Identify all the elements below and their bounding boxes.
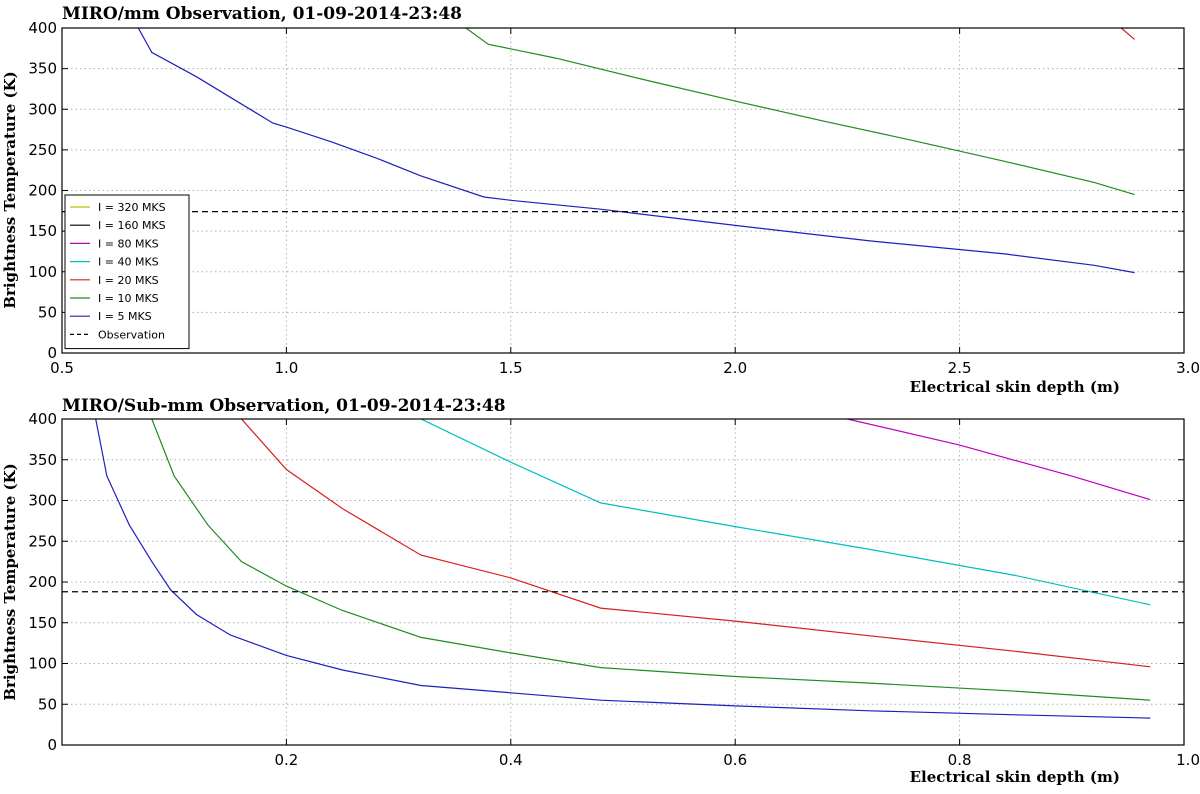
x-tick-label: 3.0 xyxy=(1176,359,1200,377)
y-tick-label: 400 xyxy=(28,410,57,428)
x-tick-label: 2.5 xyxy=(948,359,972,377)
top-chart-frame xyxy=(61,27,1185,354)
top-chart-ticks: 0.5 1.0 1.5 2.0 2.5 3.0 0 50 100 150 200 250 300 350 4… xyxy=(28,19,1200,377)
bottom-chart-ticks: 0.2 0.4 0.6 0.8 1.0 0 50 100 150 200 250 300 350 400 xyxy=(28,410,1200,769)
series-line xyxy=(136,28,1135,274)
y-tick-label: 0 xyxy=(47,736,57,754)
x-tick-label: 0.6 xyxy=(723,751,747,769)
y-tick-label: 300 xyxy=(28,492,57,510)
y-tick-label: 150 xyxy=(28,222,57,240)
bottom-chart-title: MIRO/Sub-mm Observation, 01-09-2014-23:4… xyxy=(62,396,506,416)
y-tick-label: 350 xyxy=(28,451,57,469)
y-tick-label: 350 xyxy=(28,60,57,78)
y-tick-label: 200 xyxy=(28,573,57,591)
top-chart-panel: MIRO/mm Observation, 01-09-2014-23:48 0.… xyxy=(1,4,1200,396)
series-line xyxy=(240,419,1151,668)
top-chart-title: MIRO/mm Observation, 01-09-2014-23:48 xyxy=(62,4,462,24)
legend-label: Observation xyxy=(98,328,165,341)
y-tick-label: 300 xyxy=(28,100,57,118)
y-tick-label: 150 xyxy=(28,614,57,632)
bottom-chart-grid xyxy=(62,419,1184,745)
series-line xyxy=(1119,28,1135,40)
top-chart-grid xyxy=(62,28,1184,353)
top-chart-xlabel: Electrical skin depth (m) xyxy=(910,378,1120,396)
x-tick-label: 1.0 xyxy=(1176,751,1200,769)
x-tick-label: 1.5 xyxy=(499,359,523,377)
x-tick-label: 0.8 xyxy=(948,751,972,769)
legend-label: I = 40 MKS xyxy=(98,256,159,269)
series-line xyxy=(845,419,1151,501)
top-chart-ylabel: Brightness Temperature (K) xyxy=(1,71,19,308)
bottom-chart-ylabel: Brightness Temperature (K) xyxy=(1,463,19,700)
series-line xyxy=(419,419,1151,606)
legend-label: I = 20 MKS xyxy=(98,274,159,287)
legend-box xyxy=(64,194,190,350)
y-tick-label: 0 xyxy=(47,344,57,362)
series-line xyxy=(151,419,1151,701)
bottom-chart-panel: MIRO/Sub-mm Observation, 01-09-2014-23:4… xyxy=(1,396,1200,786)
bottom-chart-xlabel: Electrical skin depth (m) xyxy=(910,768,1120,786)
y-tick-label: 250 xyxy=(28,141,57,159)
y-tick-label: 50 xyxy=(38,695,57,713)
x-tick-label: 2.0 xyxy=(723,359,747,377)
x-tick-label: 0.5 xyxy=(50,359,74,377)
series-line xyxy=(464,28,1135,196)
legend-label: I = 320 MKS xyxy=(98,201,166,214)
y-tick-label: 400 xyxy=(28,19,57,37)
legend-label: I = 80 MKS xyxy=(98,237,159,250)
x-tick-label: 0.2 xyxy=(274,751,298,769)
legend-label: I = 5 MKS xyxy=(98,310,152,323)
x-tick-label: 0.4 xyxy=(499,751,523,769)
legend-label: I = 160 MKS xyxy=(98,219,166,232)
top-chart-series xyxy=(62,28,1184,274)
y-tick-label: 100 xyxy=(28,263,57,281)
y-tick-label: 200 xyxy=(28,182,57,200)
bottom-chart-series xyxy=(62,419,1184,719)
x-tick-label: 1.0 xyxy=(274,359,298,377)
legend-label: I = 10 MKS xyxy=(98,292,159,305)
series-line xyxy=(95,419,1151,719)
bottom-chart-frame xyxy=(61,418,1185,746)
y-tick-label: 250 xyxy=(28,532,57,550)
y-tick-label: 50 xyxy=(38,303,57,321)
chart-legend: I = 320 MKS I = 160 MKS I = 80 MKS I = 40 M… xyxy=(64,194,190,350)
y-tick-label: 100 xyxy=(28,655,57,673)
